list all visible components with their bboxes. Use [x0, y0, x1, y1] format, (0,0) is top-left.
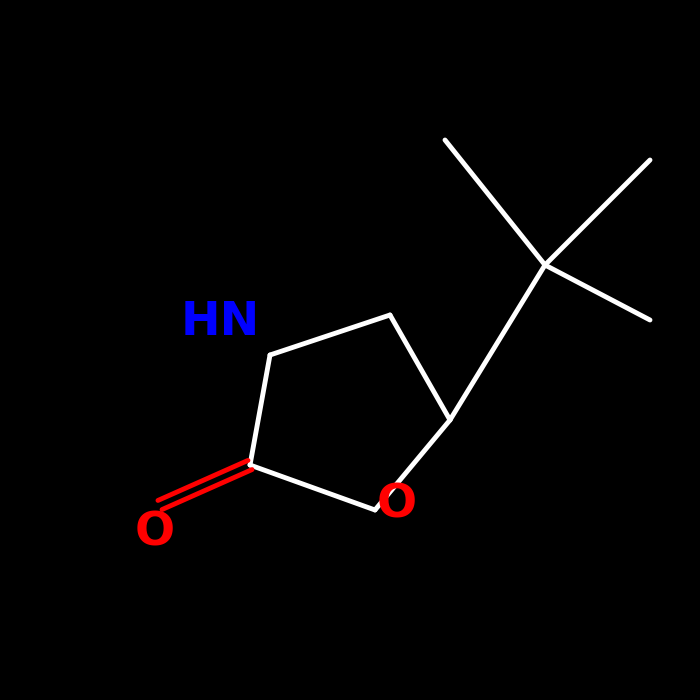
Text: HN: HN [181, 300, 260, 345]
Text: O: O [135, 510, 175, 555]
Text: O: O [377, 482, 417, 528]
